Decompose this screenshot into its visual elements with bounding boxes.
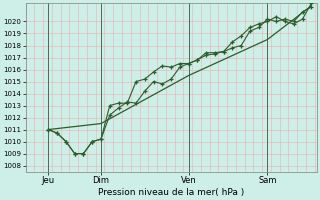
X-axis label: Pression niveau de la mer( hPa ): Pression niveau de la mer( hPa ) [98, 188, 244, 197]
